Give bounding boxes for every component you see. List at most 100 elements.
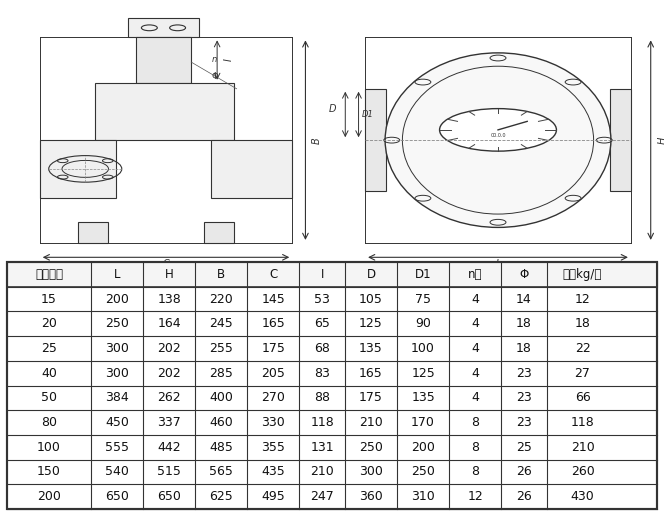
Text: B: B — [312, 137, 322, 143]
Text: 12: 12 — [467, 490, 483, 503]
Text: 100: 100 — [411, 342, 435, 355]
Text: 285: 285 — [209, 366, 233, 380]
Text: I: I — [321, 268, 324, 281]
Text: 88: 88 — [314, 391, 330, 405]
Text: 20: 20 — [41, 317, 57, 331]
Text: 360: 360 — [359, 490, 383, 503]
Text: 105: 105 — [359, 292, 383, 306]
Text: 15: 15 — [41, 292, 57, 306]
Text: 重量kg/台: 重量kg/台 — [563, 268, 602, 281]
Text: 355: 355 — [262, 440, 286, 454]
Text: D1: D1 — [362, 110, 374, 119]
Text: 8: 8 — [471, 416, 479, 429]
Text: 300: 300 — [106, 342, 129, 355]
Text: 75: 75 — [415, 292, 431, 306]
Text: 18: 18 — [516, 317, 532, 331]
Text: 4: 4 — [471, 317, 479, 331]
Text: 23: 23 — [516, 366, 532, 380]
Text: 25: 25 — [516, 440, 532, 454]
Text: 4: 4 — [471, 292, 479, 306]
Text: 4: 4 — [471, 391, 479, 405]
Text: 90: 90 — [415, 317, 431, 331]
Text: 118: 118 — [570, 416, 594, 429]
Text: 100: 100 — [37, 440, 61, 454]
Bar — [365, 89, 386, 192]
Bar — [610, 89, 631, 192]
Text: 150: 150 — [37, 465, 61, 479]
Text: 202: 202 — [157, 342, 181, 355]
Text: 165: 165 — [262, 317, 286, 331]
Text: 255: 255 — [209, 342, 233, 355]
Text: 23: 23 — [516, 416, 532, 429]
Text: C: C — [163, 259, 169, 269]
Text: 442: 442 — [157, 440, 181, 454]
Text: 210: 210 — [570, 440, 594, 454]
Text: 495: 495 — [262, 490, 286, 503]
Text: 330: 330 — [262, 416, 286, 429]
Text: 26: 26 — [516, 465, 532, 479]
Text: 125: 125 — [359, 317, 383, 331]
Text: 铸钢型: 铸钢型 — [37, 12, 62, 26]
Text: 00.0.0: 00.0.0 — [490, 133, 506, 138]
Text: 18: 18 — [574, 317, 590, 331]
Text: 220: 220 — [210, 292, 233, 306]
Text: 250: 250 — [106, 317, 129, 331]
Text: 53: 53 — [314, 292, 330, 306]
Text: 435: 435 — [262, 465, 286, 479]
Text: 14: 14 — [516, 292, 532, 306]
Text: D1: D1 — [415, 268, 432, 281]
Text: 540: 540 — [106, 465, 129, 479]
Text: 200: 200 — [106, 292, 129, 306]
Text: 80: 80 — [41, 416, 57, 429]
Text: 65: 65 — [314, 317, 330, 331]
Text: 8: 8 — [471, 465, 479, 479]
Text: 164: 164 — [157, 317, 181, 331]
Text: 625: 625 — [210, 490, 233, 503]
Text: 22: 22 — [574, 342, 590, 355]
Text: L: L — [114, 268, 120, 281]
Text: 8: 8 — [471, 440, 479, 454]
Text: 200: 200 — [411, 440, 435, 454]
Text: 650: 650 — [157, 490, 181, 503]
Text: 26: 26 — [516, 490, 532, 503]
Text: 118: 118 — [310, 416, 334, 429]
Text: 18: 18 — [516, 342, 532, 355]
Text: 565: 565 — [209, 465, 233, 479]
Text: 205: 205 — [262, 366, 286, 380]
Circle shape — [440, 108, 556, 151]
Text: 310: 310 — [411, 490, 435, 503]
Text: 23: 23 — [516, 391, 532, 405]
Text: 300: 300 — [106, 366, 129, 380]
Text: 485: 485 — [209, 440, 233, 454]
Text: 175: 175 — [262, 342, 286, 355]
Bar — [7, 262, 657, 287]
Text: 515: 515 — [157, 465, 181, 479]
Text: 300: 300 — [359, 465, 383, 479]
Text: C: C — [270, 268, 278, 281]
Text: 145: 145 — [262, 292, 286, 306]
Text: 337: 337 — [157, 416, 181, 429]
Text: 138: 138 — [157, 292, 181, 306]
Text: 公称通径: 公称通径 — [35, 268, 63, 281]
Text: L: L — [495, 259, 501, 269]
Text: 175: 175 — [359, 391, 383, 405]
Text: 245: 245 — [210, 317, 233, 331]
Text: 25: 25 — [41, 342, 57, 355]
Text: n: n — [211, 55, 216, 64]
Text: D: D — [367, 268, 376, 281]
Text: B: B — [217, 268, 226, 281]
Bar — [128, 18, 199, 38]
Text: 135: 135 — [411, 391, 435, 405]
Text: 66: 66 — [574, 391, 590, 405]
Text: 165: 165 — [359, 366, 383, 380]
Text: 40: 40 — [41, 366, 57, 380]
Text: 200: 200 — [37, 490, 61, 503]
Text: 27: 27 — [574, 366, 590, 380]
Text: 210: 210 — [359, 416, 383, 429]
Text: 250: 250 — [411, 465, 435, 479]
Text: 170: 170 — [411, 416, 435, 429]
Text: 68: 68 — [314, 342, 330, 355]
Bar — [135, 38, 191, 83]
Text: 384: 384 — [106, 391, 129, 405]
Text: 430: 430 — [570, 490, 594, 503]
